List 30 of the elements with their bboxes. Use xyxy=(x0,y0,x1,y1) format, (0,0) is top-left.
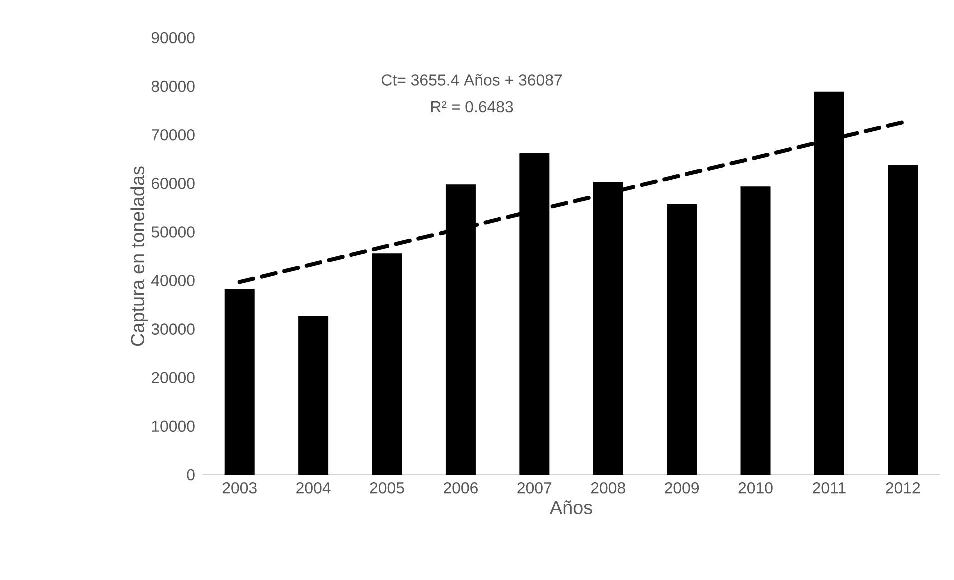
bar xyxy=(888,165,918,475)
annotation: Ct= 3655.4 Años + 36087 xyxy=(382,74,562,86)
y-tick-label: 10000 xyxy=(152,420,195,432)
y-axis-title: Captura en toneladas xyxy=(130,166,148,346)
bar xyxy=(298,316,329,475)
y-tick-label: 20000 xyxy=(152,372,195,384)
x-tick-label: 2007 xyxy=(518,482,552,494)
y-tick-label: 80000 xyxy=(152,80,195,92)
x-tick-label: 2006 xyxy=(444,482,478,494)
y-tick-label: 90000 xyxy=(152,32,195,44)
x-tick-label: 2011 xyxy=(813,482,846,494)
y-tick-label: 70000 xyxy=(152,129,195,141)
y-tick-label: 0 xyxy=(187,469,195,481)
y-tick-label: 50000 xyxy=(152,226,195,238)
annotation: R² = 0.6483 xyxy=(431,101,514,113)
x-tick-label: 2004 xyxy=(296,482,331,494)
bar xyxy=(667,204,698,475)
x-tick-label: 2008 xyxy=(591,482,626,494)
y-tick-label: 40000 xyxy=(152,275,195,286)
bar xyxy=(372,254,402,475)
y-tick-label: 60000 xyxy=(152,178,195,190)
x-tick-label: 2005 xyxy=(370,482,404,494)
x-tick-label: 2003 xyxy=(222,482,257,494)
bar xyxy=(224,290,255,475)
x-axis-title: Años xyxy=(550,500,592,514)
x-tick-label: 2009 xyxy=(665,482,700,494)
x-tick-label: 2010 xyxy=(738,482,773,494)
x-tick-label: 2012 xyxy=(886,482,920,494)
y-tick-label: 30000 xyxy=(152,324,195,335)
bar xyxy=(740,186,771,475)
